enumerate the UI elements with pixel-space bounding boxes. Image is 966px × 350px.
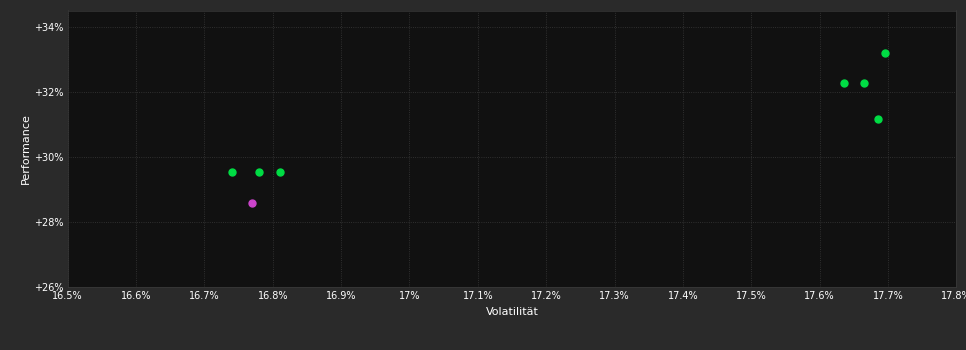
Y-axis label: Performance: Performance: [21, 113, 31, 184]
Point: [870, 117, 886, 122]
Point: [251, 169, 267, 174]
Point: [856, 80, 871, 85]
X-axis label: Volatilität: Volatilität: [486, 307, 538, 317]
Point: [877, 51, 893, 56]
Point: [244, 200, 260, 206]
Point: [836, 80, 851, 85]
Point: [224, 169, 240, 174]
Point: [271, 169, 287, 174]
